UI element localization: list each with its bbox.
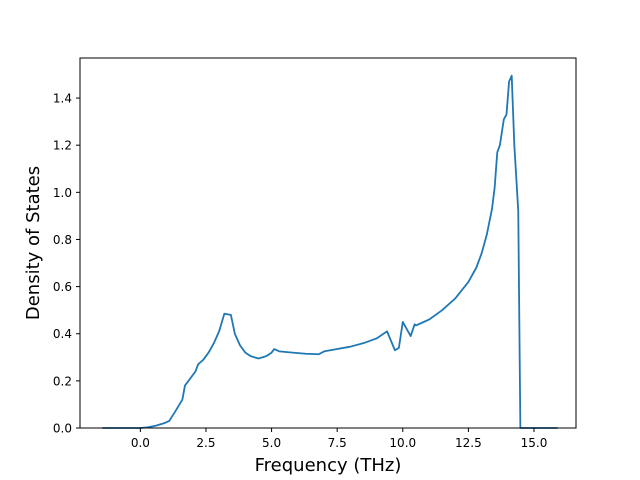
- y-axis-ticks: 0.0 0.2 0.4 0.6 0.8 1.0 1.2 1.4: [53, 92, 80, 436]
- x-tick-label: 10.0: [389, 436, 416, 450]
- y-tick-label: 0.0: [53, 422, 72, 436]
- x-axis-ticks: 0.0 2.5 5.0 7.5 10.0 12.5 15.0: [131, 428, 548, 450]
- x-tick-label: 7.5: [328, 436, 347, 450]
- y-tick-label: 1.4: [53, 92, 72, 106]
- x-tick-label: 5.0: [262, 436, 281, 450]
- x-axis-label: Frequency (THz): [255, 455, 402, 476]
- axes-frame: [79, 57, 577, 429]
- x-tick-label: 12.5: [455, 436, 482, 450]
- plot-area: [102, 74, 558, 429]
- y-tick-label: 0.8: [53, 233, 72, 247]
- y-tick-label: 1.0: [53, 186, 72, 200]
- y-tick-label: 1.2: [53, 139, 72, 153]
- x-tick-label: 0.0: [131, 436, 150, 450]
- x-tick-label: 2.5: [196, 436, 215, 450]
- y-tick-label: 0.2: [53, 374, 72, 388]
- y-tick-label: 0.6: [53, 280, 72, 294]
- x-tick-label: 15.0: [521, 436, 548, 450]
- y-axis-label: Density of States: [23, 166, 44, 320]
- y-tick-label: 0.4: [53, 327, 72, 341]
- dos-series-line: [102, 74, 558, 429]
